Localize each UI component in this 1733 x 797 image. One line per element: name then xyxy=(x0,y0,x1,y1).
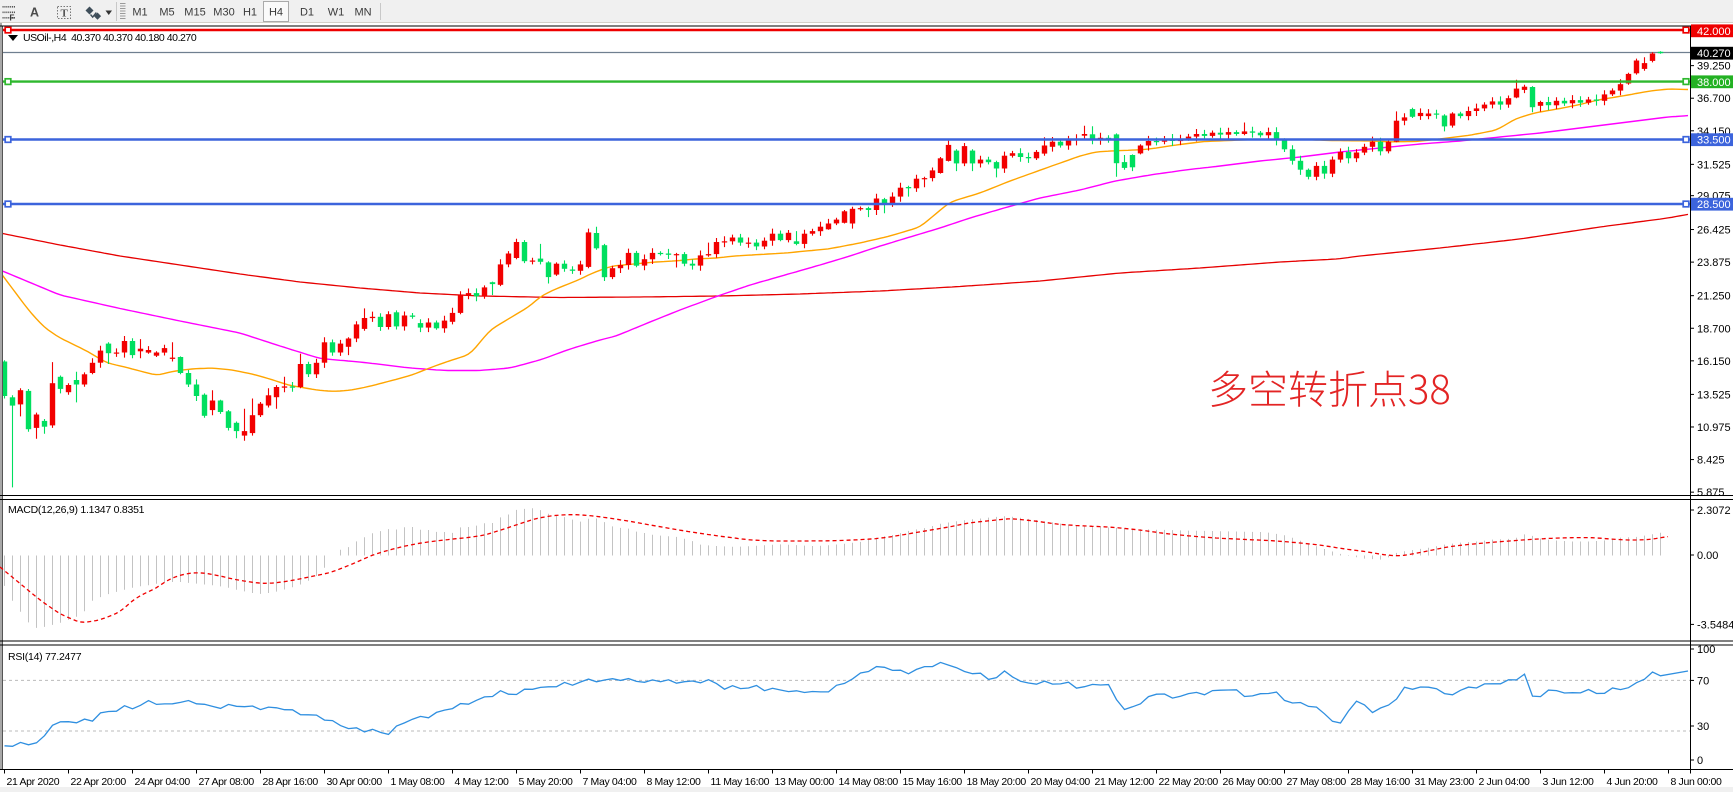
svg-text:USOil-,H4 40.370 40.370 40.18: USOil-,H4 40.370 40.370 40.180 40.270 xyxy=(23,32,197,44)
svg-text:RSI(14) 77.2477: RSI(14) 77.2477 xyxy=(8,651,82,663)
svg-text:33.500: 33.500 xyxy=(1697,135,1731,147)
svg-text:8.425: 8.425 xyxy=(1697,455,1725,467)
svg-text:38.000: 38.000 xyxy=(1697,77,1731,89)
svg-text:-3.5484: -3.5484 xyxy=(1697,619,1733,631)
svg-text:10.975: 10.975 xyxy=(1697,422,1731,434)
svg-text:100: 100 xyxy=(1697,644,1715,656)
svg-text:2 Jun 04:00: 2 Jun 04:00 xyxy=(1479,776,1531,788)
svg-text:16.150: 16.150 xyxy=(1697,356,1731,368)
svg-text:30: 30 xyxy=(1697,721,1709,733)
svg-text:W1: W1 xyxy=(328,7,345,19)
svg-text:D1: D1 xyxy=(300,7,314,19)
svg-text:42.000: 42.000 xyxy=(1697,26,1731,38)
svg-text:M15: M15 xyxy=(184,7,205,19)
svg-text:27 May 08:00: 27 May 08:00 xyxy=(1287,776,1347,788)
svg-text:H4: H4 xyxy=(269,7,283,19)
svg-text:F: F xyxy=(10,14,15,23)
svg-text:21 Apr 2020: 21 Apr 2020 xyxy=(7,776,60,788)
svg-text:3 Jun 12:00: 3 Jun 12:00 xyxy=(1543,776,1595,788)
svg-text:7 May 04:00: 7 May 04:00 xyxy=(583,776,637,788)
svg-text:40.270: 40.270 xyxy=(1697,48,1731,60)
svg-text:30 Apr 00:00: 30 Apr 00:00 xyxy=(327,776,383,788)
svg-text:20 May 04:00: 20 May 04:00 xyxy=(1031,776,1091,788)
svg-text:8 Jun 00:00: 8 Jun 00:00 xyxy=(1671,776,1723,788)
svg-text:24 Apr 04:00: 24 Apr 04:00 xyxy=(135,776,191,788)
svg-text:5 May 20:00: 5 May 20:00 xyxy=(519,776,573,788)
svg-text:28 Apr 16:00: 28 Apr 16:00 xyxy=(263,776,319,788)
svg-text:1 May 08:00: 1 May 08:00 xyxy=(391,776,445,788)
svg-text:5.875: 5.875 xyxy=(1697,487,1725,499)
svg-text:21 May 12:00: 21 May 12:00 xyxy=(1095,776,1155,788)
svg-text:22 May 20:00: 22 May 20:00 xyxy=(1159,776,1219,788)
svg-text:0: 0 xyxy=(1697,755,1703,767)
svg-text:23.875: 23.875 xyxy=(1697,257,1731,269)
svg-text:28.500: 28.500 xyxy=(1697,199,1731,211)
svg-text:11 May 16:00: 11 May 16:00 xyxy=(711,776,770,788)
svg-text:A: A xyxy=(30,6,39,20)
svg-text:27 Apr 08:00: 27 Apr 08:00 xyxy=(199,776,255,788)
svg-text:39.250: 39.250 xyxy=(1697,61,1731,73)
svg-text:70: 70 xyxy=(1697,675,1709,687)
svg-text:14 May 08:00: 14 May 08:00 xyxy=(839,776,899,788)
svg-text:M30: M30 xyxy=(213,7,234,19)
svg-text:0.00: 0.00 xyxy=(1697,550,1718,562)
svg-text:26 May 00:00: 26 May 00:00 xyxy=(1223,776,1283,788)
svg-text:18.700: 18.700 xyxy=(1697,323,1731,335)
svg-text:15 May 16:00: 15 May 16:00 xyxy=(903,776,963,788)
svg-text:31 May 23:00: 31 May 23:00 xyxy=(1415,776,1475,788)
svg-text:18 May 20:00: 18 May 20:00 xyxy=(967,776,1027,788)
svg-text:T: T xyxy=(61,8,69,20)
svg-text:36.700: 36.700 xyxy=(1697,93,1731,105)
svg-text:2.3072: 2.3072 xyxy=(1697,505,1731,517)
svg-text:4 Jun 20:00: 4 Jun 20:00 xyxy=(1607,776,1659,788)
svg-text:13.525: 13.525 xyxy=(1697,389,1731,401)
svg-text:22 Apr 20:00: 22 Apr 20:00 xyxy=(71,776,127,788)
svg-text:H1: H1 xyxy=(243,7,257,19)
svg-text:21.250: 21.250 xyxy=(1697,291,1731,303)
svg-text:26.425: 26.425 xyxy=(1697,225,1731,237)
svg-text:M1: M1 xyxy=(132,7,147,19)
svg-text:MACD(12,26,9) 1.1347 0.8351: MACD(12,26,9) 1.1347 0.8351 xyxy=(8,504,145,516)
svg-text:31.525: 31.525 xyxy=(1697,159,1731,171)
svg-text:8 May 12:00: 8 May 12:00 xyxy=(647,776,701,788)
svg-text:13 May 00:00: 13 May 00:00 xyxy=(775,776,835,788)
svg-text:28 May 16:00: 28 May 16:00 xyxy=(1351,776,1411,788)
svg-text:MN: MN xyxy=(354,7,371,19)
svg-text:4 May 12:00: 4 May 12:00 xyxy=(455,776,509,788)
svg-text:M5: M5 xyxy=(159,7,174,19)
